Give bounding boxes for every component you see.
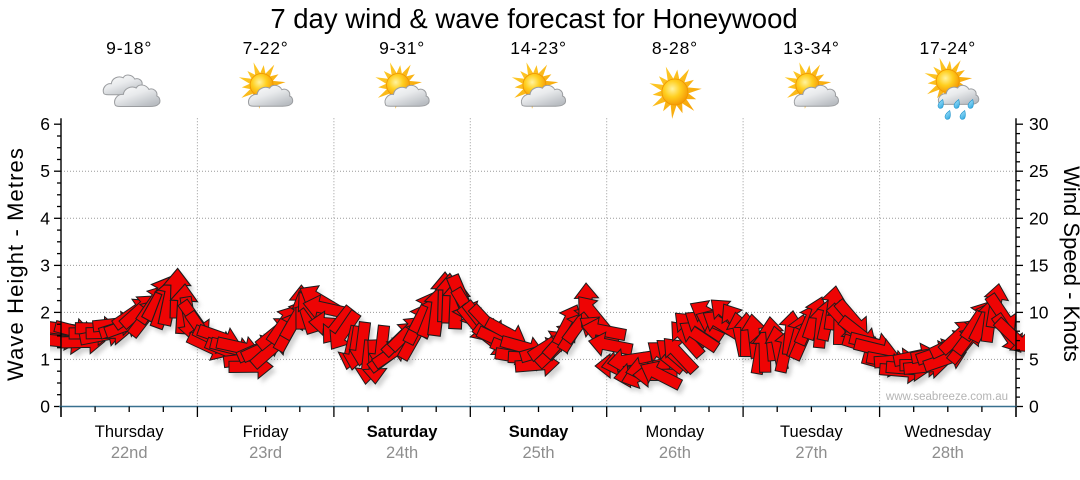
svg-text:6: 6 [40, 114, 50, 134]
svg-text:Sunday: Sunday [509, 423, 569, 441]
svg-text:7 day wind & wave forecast for: 7 day wind & wave forecast for Honeywood [270, 3, 797, 34]
svg-text:26th: 26th [659, 444, 691, 462]
svg-text:Thursday: Thursday [95, 423, 165, 441]
svg-text:1: 1 [40, 349, 50, 369]
svg-text:Wind Speed - Knots: Wind Speed - Knots [1059, 166, 1080, 362]
svg-text:20: 20 [1029, 208, 1049, 228]
svg-text:0: 0 [1029, 397, 1039, 417]
svg-text:17-24°: 17-24° [920, 38, 977, 58]
svg-text:5: 5 [1029, 349, 1039, 369]
svg-text:10: 10 [1029, 302, 1049, 322]
svg-text:7-22°: 7-22° [243, 38, 289, 58]
svg-text:4: 4 [40, 208, 50, 228]
svg-text:30: 30 [1029, 114, 1049, 134]
svg-text:3: 3 [40, 255, 50, 275]
svg-text:Saturday: Saturday [367, 423, 438, 441]
svg-text:Friday: Friday [243, 423, 290, 441]
svg-text:14-23°: 14-23° [510, 38, 567, 58]
svg-text:Wave Height - Metres: Wave Height - Metres [3, 147, 28, 381]
svg-text:9-31°: 9-31° [379, 38, 425, 58]
svg-text:Wednesday: Wednesday [904, 423, 992, 441]
svg-text:5: 5 [40, 161, 50, 181]
svg-text:25: 25 [1029, 161, 1048, 181]
svg-text:24th: 24th [386, 444, 418, 462]
svg-text:www.seabreeze.com.au: www.seabreeze.com.au [885, 391, 1008, 403]
svg-text:8-28°: 8-28° [652, 38, 698, 58]
svg-text:15: 15 [1029, 255, 1048, 275]
svg-text:2: 2 [40, 302, 50, 322]
svg-text:23rd: 23rd [249, 444, 282, 462]
svg-text:9-18°: 9-18° [106, 38, 152, 58]
svg-text:0: 0 [40, 397, 50, 417]
svg-text:25th: 25th [522, 444, 554, 462]
svg-text:Monday: Monday [646, 423, 705, 441]
svg-text:Tuesday: Tuesday [780, 423, 843, 441]
svg-text:27th: 27th [795, 444, 827, 462]
svg-text:28th: 28th [932, 444, 964, 462]
svg-text:13-34°: 13-34° [783, 38, 840, 58]
svg-text:22nd: 22nd [111, 444, 148, 462]
